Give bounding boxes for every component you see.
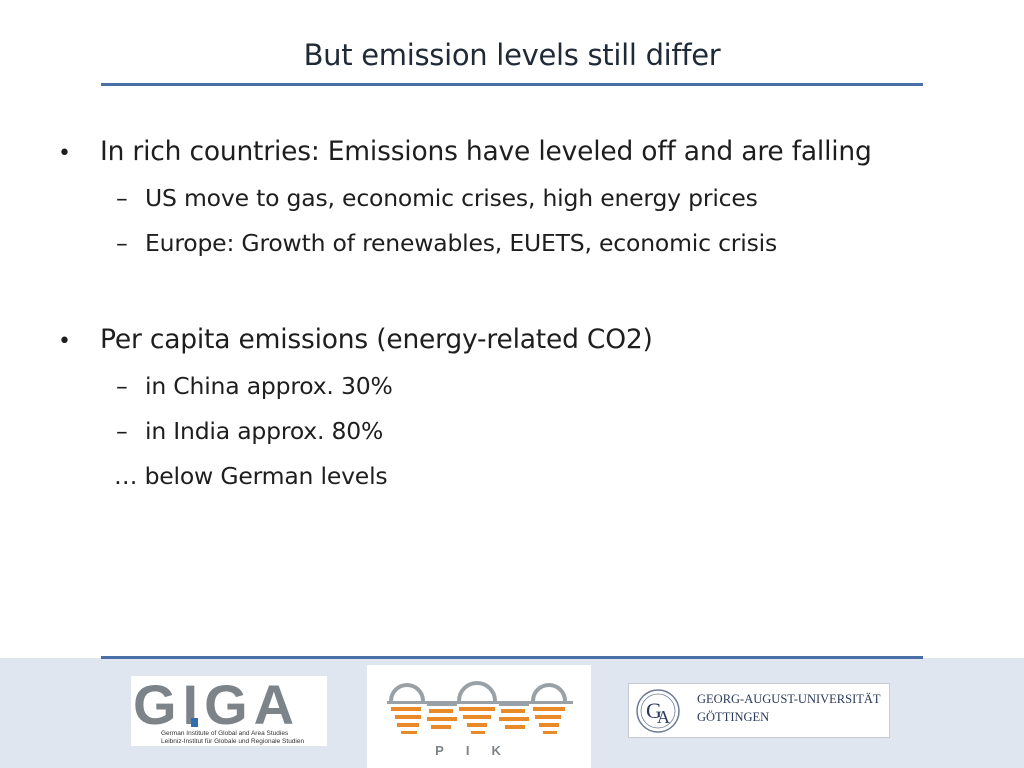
goettingen-seal-icon: G A: [636, 689, 680, 733]
goettingen-logo: G A GEORG-AUGUST-UNIVERSITÄT GÖTTINGEN: [628, 683, 890, 738]
sub-bullet-text: Europe: Growth of renewables, EUETS, eco…: [145, 229, 778, 257]
svg-text:G: G: [646, 698, 662, 723]
pik-logo: PIK: [367, 665, 591, 768]
dash-icon: –: [116, 229, 128, 257]
giga-logo-mark: [191, 718, 198, 727]
goettingen-name-line1: GEORG-AUGUST-UNIVERSITÄT: [697, 692, 881, 706]
bullet-text: In rich countries: Emissions have levele…: [100, 136, 872, 167]
dash-icon: –: [116, 417, 128, 445]
bullet-icon: •: [58, 329, 71, 354]
bullet-text: Per capita emissions (energy-related CO2…: [100, 324, 653, 355]
below-german-note: … below German levels: [114, 462, 388, 490]
bullet-icon: •: [58, 141, 71, 166]
pik-logo-graphic: [387, 681, 573, 734]
dash-icon: –: [116, 372, 128, 400]
sub-bullet-text: in India approx. 80%: [145, 417, 384, 445]
goettingen-name-line2: GÖTTINGEN: [697, 710, 770, 724]
sub-bullet-europe: – Europe: Growth of renewables, EUETS, ec…: [116, 229, 777, 257]
svg-text:A: A: [657, 707, 670, 727]
bullet-per-capita: • Per capita emissions (energy-related CO…: [58, 324, 653, 355]
giga-logo-subtitle-de: Leibniz-Institut für Globale und Regiona…: [161, 738, 305, 745]
sub-bullet-text: in China approx. 30%: [145, 372, 393, 400]
title-rule: [101, 83, 923, 86]
pik-logo-label: PIK: [435, 743, 523, 758]
giga-logo-subtitle-en: German Institute of Global and Area Stud…: [161, 730, 289, 737]
sub-bullet-text: US move to gas, economic crises, high en…: [145, 184, 758, 212]
giga-logo-letters: GIGA: [133, 673, 301, 736]
dash-icon: –: [116, 184, 128, 212]
giga-logo: GIGA German Institute of Global and Area…: [131, 673, 327, 746]
sub-bullet-china: – in China approx. 30%: [116, 372, 393, 400]
slide-title: But emission levels still differ: [303, 38, 721, 72]
sub-bullet-india: – in India approx. 80%: [116, 417, 383, 445]
sub-bullet-us: – US move to gas, economic crises, high e…: [116, 184, 758, 212]
bullet-rich-countries: • In rich countries: Emissions have level…: [58, 136, 872, 167]
footer-rule: [101, 656, 923, 659]
